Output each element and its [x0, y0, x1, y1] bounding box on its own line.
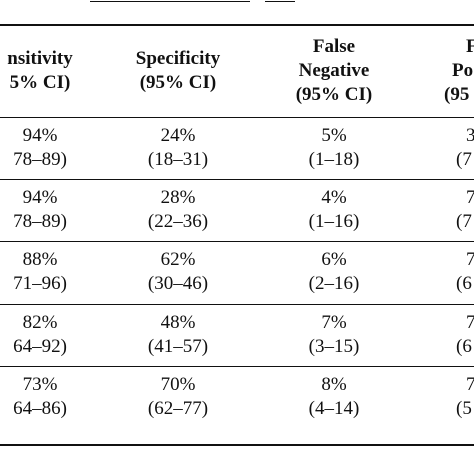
cell-value: 7	[466, 187, 474, 208]
header-line: 5% CI)	[9, 72, 71, 93]
table-cell: 70% (62–77)	[108, 373, 248, 421]
cell-value: 62%	[160, 249, 196, 270]
cell-ci: (2–16)	[308, 273, 360, 294]
cell-value: 73%	[22, 374, 58, 395]
table-cell: 94% 78–89)	[0, 186, 110, 234]
cell-ci: (22–36)	[147, 211, 209, 232]
cell-value: 5%	[321, 125, 347, 146]
cell-ci: (7	[456, 211, 472, 232]
cell-ci: 71–96)	[13, 273, 67, 294]
header-line: Specificity	[135, 48, 221, 69]
header-line: (95% CI)	[295, 84, 373, 105]
row-divider	[0, 304, 474, 305]
cell-ci: 78–89)	[13, 211, 67, 232]
cell-value: 6%	[321, 249, 347, 270]
cell-ci: 64–86)	[13, 398, 67, 419]
cell-value: 3	[466, 125, 474, 146]
table-cell: 4% (1–16)	[264, 186, 404, 234]
cell-value: 94%	[22, 187, 58, 208]
cell-ci: (1–16)	[308, 211, 360, 232]
cell-ci: 64–92)	[13, 336, 67, 357]
table-cell: 7% (3–15)	[264, 311, 404, 359]
table-cell: 7 (7	[444, 186, 474, 234]
row-divider	[0, 366, 474, 367]
table-bottom-rule	[0, 444, 474, 446]
cell-ci: (62–77)	[147, 398, 209, 419]
cell-ci: (1–18)	[308, 149, 360, 170]
header-line: Negative	[298, 60, 370, 81]
table-cell: 3 (7	[444, 124, 474, 172]
cell-ci: (5	[456, 398, 472, 419]
table-cell: 7 (5	[444, 373, 474, 421]
table-cell: 7 (6	[444, 311, 474, 359]
header-line: (95% CI)	[139, 72, 217, 93]
header-line: (95	[444, 84, 470, 105]
table-cell: 28% (22–36)	[108, 186, 248, 234]
caption-fragment	[90, 0, 390, 8]
cell-value: 70%	[160, 374, 196, 395]
header-specificity: Specificity (95% CI)	[108, 47, 248, 95]
table-cell: 94% 78–89)	[0, 124, 110, 172]
table-cell: 8% (4–14)	[264, 373, 404, 421]
cell-value: 94%	[22, 125, 58, 146]
cell-value: 82%	[22, 312, 58, 333]
cell-value: 4%	[321, 187, 347, 208]
header-sensitivity: nsitivity 5% CI)	[0, 47, 110, 95]
row-divider	[0, 241, 474, 242]
cell-value: 8%	[321, 374, 347, 395]
table-cell: 62% (30–46)	[108, 248, 248, 296]
cell-value: 7%	[321, 312, 347, 333]
cell-value: 7	[466, 312, 474, 333]
row-divider	[0, 179, 474, 180]
header-line: F	[466, 36, 474, 57]
table-cell: 48% (41–57)	[108, 311, 248, 359]
cell-value: 28%	[160, 187, 196, 208]
table-cell: 6% (2–16)	[264, 248, 404, 296]
cell-ci: (6	[456, 273, 472, 294]
cell-ci: (30–46)	[147, 273, 209, 294]
cell-value: 7	[466, 374, 474, 395]
table-header-rule	[0, 117, 474, 118]
cell-ci: (18–31)	[147, 149, 209, 170]
cell-ci: (6	[456, 336, 472, 357]
table-top-rule	[0, 24, 474, 26]
cell-value: 88%	[22, 249, 58, 270]
header-line: nsitivity	[7, 48, 73, 69]
cell-value: 48%	[160, 312, 196, 333]
table-cell: 7 (6	[444, 248, 474, 296]
table-cell: 73% 64–86)	[0, 373, 110, 421]
header-line: False	[312, 36, 356, 57]
header-false-negative: False Negative (95% CI)	[264, 35, 404, 107]
cell-value: 7	[466, 249, 474, 270]
cell-ci: (4–14)	[308, 398, 360, 419]
table-cell: 82% 64–92)	[0, 311, 110, 359]
table-cell: 5% (1–18)	[264, 124, 404, 172]
cell-ci: (7	[456, 149, 472, 170]
table-cell: 88% 71–96)	[0, 248, 110, 296]
table-cell: 24% (18–31)	[108, 124, 248, 172]
header-line: Po	[452, 60, 474, 81]
cell-ci: (41–57)	[147, 336, 209, 357]
cell-ci: 78–89)	[13, 149, 67, 170]
cell-value: 24%	[160, 125, 196, 146]
cell-ci: (3–15)	[308, 336, 360, 357]
header-false-positive: F Po (95	[444, 35, 474, 107]
